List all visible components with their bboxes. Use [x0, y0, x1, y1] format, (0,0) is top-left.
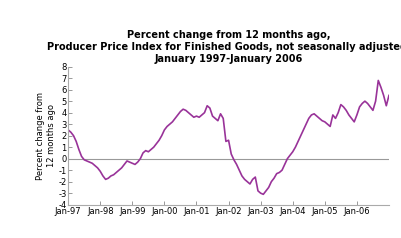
- Y-axis label: Percent change from
12 months ago: Percent change from 12 months ago: [36, 92, 56, 180]
- Title: Percent change from 12 months ago,
Producer Price Index for Finished Goods, not : Percent change from 12 months ago, Produ…: [47, 30, 401, 64]
